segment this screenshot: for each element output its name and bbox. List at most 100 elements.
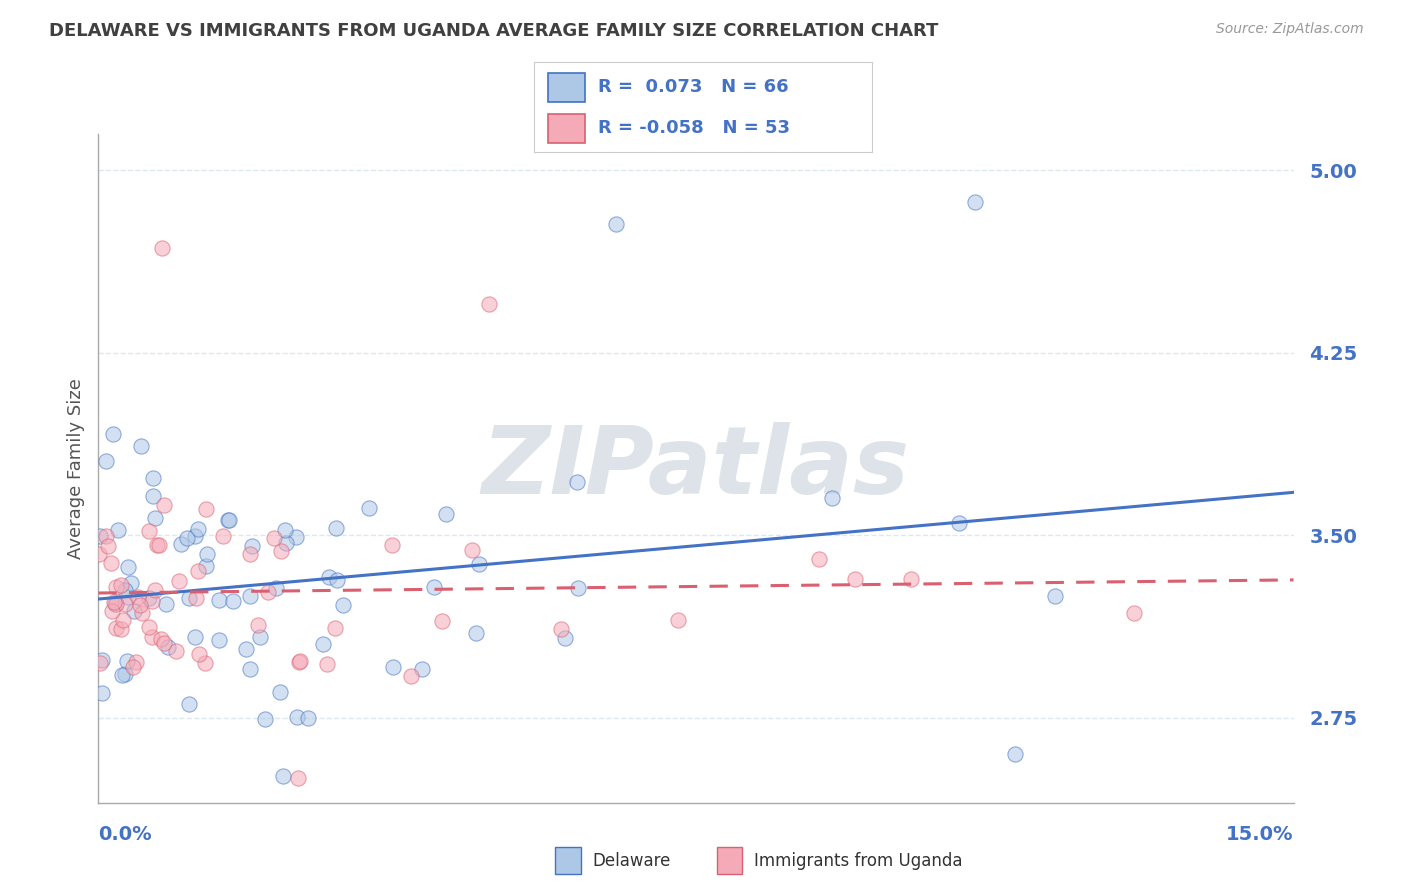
- Bar: [548, 73, 585, 102]
- Point: [567, 475, 589, 490]
- Point: [89, 529, 111, 543]
- Point: [239, 589, 262, 603]
- Point: [149, 632, 172, 647]
- Point: [270, 543, 292, 558]
- Point: [143, 510, 166, 524]
- Point: [288, 656, 311, 670]
- Point: [177, 697, 200, 711]
- Point: [153, 498, 176, 512]
- Point: [122, 660, 145, 674]
- Text: 0.0%: 0.0%: [98, 825, 152, 844]
- Point: [1123, 606, 1146, 620]
- Point: [167, 574, 190, 588]
- Point: [1004, 747, 1026, 761]
- Text: ZIPatlas: ZIPatlas: [482, 422, 910, 515]
- Point: [325, 521, 347, 535]
- Point: [821, 491, 844, 506]
- Point: [184, 529, 207, 543]
- Point: [103, 594, 125, 608]
- Bar: [548, 114, 585, 143]
- Point: [176, 531, 198, 545]
- Text: DELAWARE VS IMMIGRANTS FROM UGANDA AVERAGE FAMILY SIZE CORRELATION CHART: DELAWARE VS IMMIGRANTS FROM UGANDA AVERA…: [49, 22, 939, 40]
- Point: [271, 769, 294, 783]
- Point: [285, 709, 308, 723]
- Point: [844, 572, 866, 586]
- Point: [87, 548, 110, 562]
- Point: [807, 551, 830, 566]
- Point: [122, 604, 145, 618]
- Text: R = -0.058   N = 53: R = -0.058 N = 53: [599, 120, 790, 137]
- Point: [900, 572, 922, 586]
- Point: [401, 668, 423, 682]
- Point: [554, 631, 576, 645]
- Point: [117, 559, 139, 574]
- Point: [110, 622, 132, 636]
- Point: [187, 564, 209, 578]
- Point: [249, 630, 271, 644]
- Point: [240, 539, 263, 553]
- Point: [141, 594, 163, 608]
- Point: [138, 524, 160, 538]
- Point: [288, 654, 311, 668]
- Point: [208, 592, 231, 607]
- Point: [110, 578, 132, 592]
- Point: [125, 655, 148, 669]
- Point: [208, 633, 231, 648]
- Point: [217, 513, 239, 527]
- Point: [195, 547, 218, 561]
- Point: [107, 523, 129, 537]
- Point: [478, 297, 501, 311]
- Point: [423, 580, 446, 594]
- Point: [187, 648, 209, 662]
- Point: [89, 656, 111, 670]
- Text: Delaware: Delaware: [592, 852, 671, 870]
- Point: [195, 502, 218, 516]
- Point: [104, 597, 127, 611]
- Point: [382, 660, 405, 674]
- Point: [131, 607, 153, 621]
- Point: [284, 530, 307, 544]
- Point: [101, 604, 124, 618]
- Point: [434, 507, 457, 521]
- Point: [146, 538, 169, 552]
- Point: [605, 217, 627, 231]
- Text: R =  0.073   N = 66: R = 0.073 N = 66: [599, 78, 789, 96]
- Point: [239, 547, 262, 561]
- Point: [264, 581, 287, 595]
- Point: [148, 538, 170, 552]
- Point: [155, 597, 177, 611]
- Point: [325, 573, 347, 587]
- Point: [460, 543, 482, 558]
- Point: [222, 594, 245, 608]
- Point: [103, 597, 125, 611]
- Point: [114, 597, 136, 611]
- Point: [97, 539, 120, 553]
- Point: [138, 591, 160, 605]
- Point: [332, 598, 354, 612]
- Point: [194, 656, 217, 670]
- Point: [323, 621, 346, 635]
- Text: Source: ZipAtlas.com: Source: ZipAtlas.com: [1216, 22, 1364, 37]
- Point: [115, 654, 138, 668]
- Point: [143, 582, 166, 597]
- Point: [120, 575, 142, 590]
- Point: [112, 614, 135, 628]
- Point: [316, 657, 339, 672]
- Point: [184, 591, 207, 606]
- Point: [257, 584, 280, 599]
- Point: [194, 558, 217, 573]
- Point: [156, 640, 179, 654]
- Point: [127, 591, 149, 605]
- Point: [94, 529, 117, 543]
- Point: [170, 537, 193, 551]
- Point: [235, 641, 257, 656]
- Point: [550, 622, 572, 636]
- Point: [117, 590, 139, 604]
- Point: [297, 710, 319, 724]
- Point: [142, 471, 165, 485]
- Point: [101, 426, 124, 441]
- Point: [567, 581, 589, 595]
- Point: [318, 570, 340, 584]
- Point: [142, 489, 165, 503]
- Point: [287, 772, 309, 786]
